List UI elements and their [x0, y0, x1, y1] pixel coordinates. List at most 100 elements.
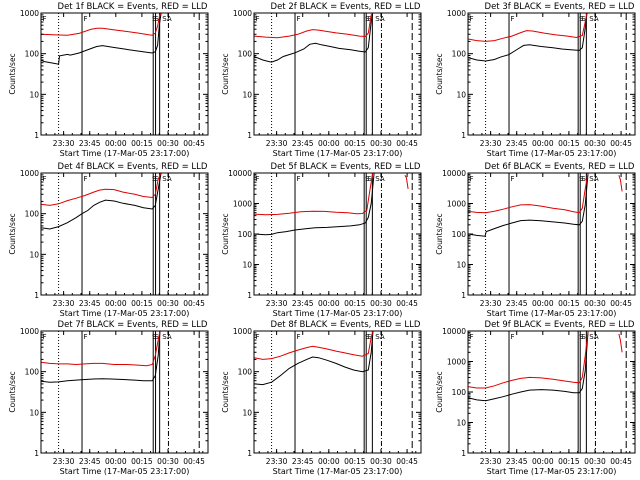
marker-flag-label: S [579, 175, 584, 183]
y-tick-label: 10 [29, 90, 39, 99]
y-tick-label: 10 [456, 419, 466, 428]
marker-flag-label: S [579, 333, 584, 341]
y-tick-label: 100 [25, 210, 40, 219]
plot-frame [253, 172, 422, 296]
series-events-line [468, 173, 589, 237]
x-axis-label: Start Time (17-Mar-05 23:17:00) [273, 467, 403, 476]
marker-flag-label: F [255, 175, 259, 183]
series-lld-line [404, 174, 409, 189]
plot-frame [253, 330, 422, 454]
x-tick-label: 23:45 [506, 457, 528, 466]
series-lld-line [41, 173, 162, 206]
x-tick-label: 23:30 [266, 139, 288, 148]
x-tick-label: 00:00 [105, 299, 127, 308]
marker-flag-label: F [296, 333, 300, 341]
y-tick-label: 100 [452, 50, 467, 59]
series-lld-line [468, 331, 589, 389]
marker-flag-label: F [42, 333, 46, 341]
y-axis-label: Counts/sec [221, 213, 230, 254]
y-tick-label: 10 [29, 408, 39, 417]
marker-flag-label: F [469, 15, 473, 23]
x-tick-label: 23:45 [79, 457, 101, 466]
marker-flag-label: SA [589, 15, 599, 23]
y-axis-label: Counts/sec [435, 371, 444, 412]
marker-flag-label: S [579, 15, 584, 23]
series-events-line [41, 13, 162, 65]
x-tick-label: 00:00 [318, 457, 340, 466]
marker-flag-label: SA [589, 175, 599, 183]
marker-flag-label: F [83, 175, 87, 183]
y-tick-label: 1 [34, 131, 39, 140]
marker-flag-label: F [296, 15, 300, 23]
y-tick-label: 1000 [233, 200, 252, 209]
x-tick-label: 00:45 [396, 457, 418, 466]
x-tick-label: 00:15 [344, 139, 366, 148]
marker-flag-label: S [367, 15, 372, 23]
chart-title: Det 6f BLACK = Events, RED = LLD [485, 162, 635, 172]
y-tick-label: 1000 [447, 358, 466, 367]
x-tick-label: 00:30 [370, 457, 392, 466]
x-tick-label: 00:00 [532, 139, 554, 148]
marker-flag-label: S [152, 15, 157, 23]
y-axis-label: Counts/sec [8, 53, 17, 94]
x-tick-label: 23:30 [53, 457, 75, 466]
marker-flag-label: S [367, 333, 372, 341]
x-tick-label: 00:45 [183, 457, 205, 466]
marker-flag-label: S [154, 333, 159, 341]
marker-flag-label: SA [375, 15, 385, 23]
series-events-line [41, 331, 161, 383]
x-axis-label: Start Time (17-Mar-05 23:17:00) [60, 467, 190, 476]
x-tick-label: 00:45 [610, 457, 632, 466]
plot-frame [467, 12, 636, 136]
x-tick-label: 00:30 [584, 139, 606, 148]
x-tick-label: 00:15 [131, 139, 153, 148]
x-tick-label: 23:45 [292, 457, 314, 466]
series-lld-line [254, 173, 374, 216]
x-tick-label: 00:30 [157, 139, 179, 148]
series-events-line [468, 331, 589, 402]
x-tick-label: 00:30 [157, 299, 179, 308]
x-tick-label: 00:15 [558, 457, 580, 466]
x-tick-label: 00:15 [131, 457, 153, 466]
y-tick-label: 1 [461, 449, 466, 458]
marker-flag-label: S [152, 175, 157, 183]
plot-frame [253, 12, 422, 136]
chart-title: Det 4f BLACK = Events, RED = LLD [58, 162, 208, 172]
series-events-line [254, 13, 374, 63]
marker-flag-label: SA [375, 333, 385, 341]
x-tick-label: 23:30 [53, 299, 75, 308]
x-tick-label: 00:45 [610, 299, 632, 308]
chart-title: Det 1f BLACK = Events, RED = LLD [58, 2, 208, 12]
x-tick-label: 00:00 [532, 457, 554, 466]
x-tick-label: 00:45 [610, 139, 632, 148]
x-tick-label: 23:45 [79, 299, 101, 308]
x-tick-label: 23:30 [53, 139, 75, 148]
marker-flag-label: S [365, 175, 370, 183]
chart-title: Det 8f BLACK = Events, RED = LLD [271, 320, 421, 330]
y-tick-label: 100 [452, 388, 467, 397]
y-tick-label: 1000 [233, 327, 252, 336]
x-tick-label: 00:00 [105, 457, 127, 466]
x-axis-label: Start Time (17-Mar-05 23:17:00) [60, 149, 190, 158]
marker-flag-label: SA [162, 333, 172, 341]
x-tick-label: 23:30 [480, 299, 502, 308]
x-tick-label: 00:00 [318, 139, 340, 148]
y-tick-label: 1 [461, 131, 466, 140]
y-tick-label: 100 [25, 50, 40, 59]
marker-flag-label: F [469, 175, 473, 183]
x-axis-label: Start Time (17-Mar-05 23:17:00) [60, 309, 190, 318]
x-tick-label: 00:15 [344, 299, 366, 308]
y-axis-label: Counts/sec [8, 213, 17, 254]
x-tick-label: 00:00 [318, 299, 340, 308]
y-axis-label: Counts/sec [221, 53, 230, 94]
marker-flag-label: SA [589, 333, 599, 341]
y-tick-label: 100 [452, 230, 467, 239]
